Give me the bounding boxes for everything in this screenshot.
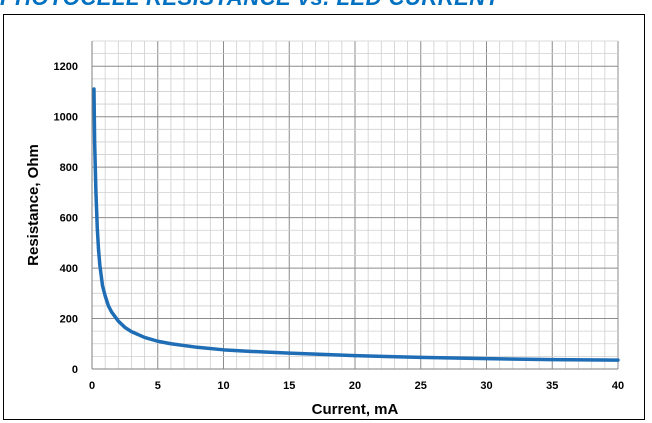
y-tick-label: 1000 (54, 112, 78, 124)
chart-frame (3, 14, 645, 420)
y-axis-label: Resistance, Ohm (25, 144, 42, 266)
x-tick-label: 0 (89, 380, 95, 392)
y-tick-label: 600 (60, 213, 78, 225)
plot-area (92, 87, 620, 362)
x-tick-label: 40 (612, 380, 624, 392)
chart-title: PHOTOCELL RESISTANCE vs. LED CURRENT (0, 0, 652, 10)
y-tick-label: 200 (60, 314, 78, 326)
grid (91, 40, 619, 370)
axes (91, 41, 618, 370)
x-tick-label: 30 (480, 380, 492, 392)
y-tick-label: 800 (60, 162, 78, 174)
x-tick-label: 15 (283, 380, 295, 392)
x-axis-label: Current, mA (312, 401, 399, 418)
y-tick-label: 1200 (54, 61, 78, 73)
x-tick-label: 5 (155, 380, 161, 392)
y-tick-label: 0 (72, 364, 78, 376)
x-tick-label: 35 (546, 380, 558, 392)
x-tick-label: 10 (217, 380, 229, 392)
x-tick-label: 20 (349, 380, 361, 392)
series-line (92, 87, 620, 362)
y-tick-label: 400 (60, 263, 78, 275)
x-tick-label: 25 (415, 380, 427, 392)
